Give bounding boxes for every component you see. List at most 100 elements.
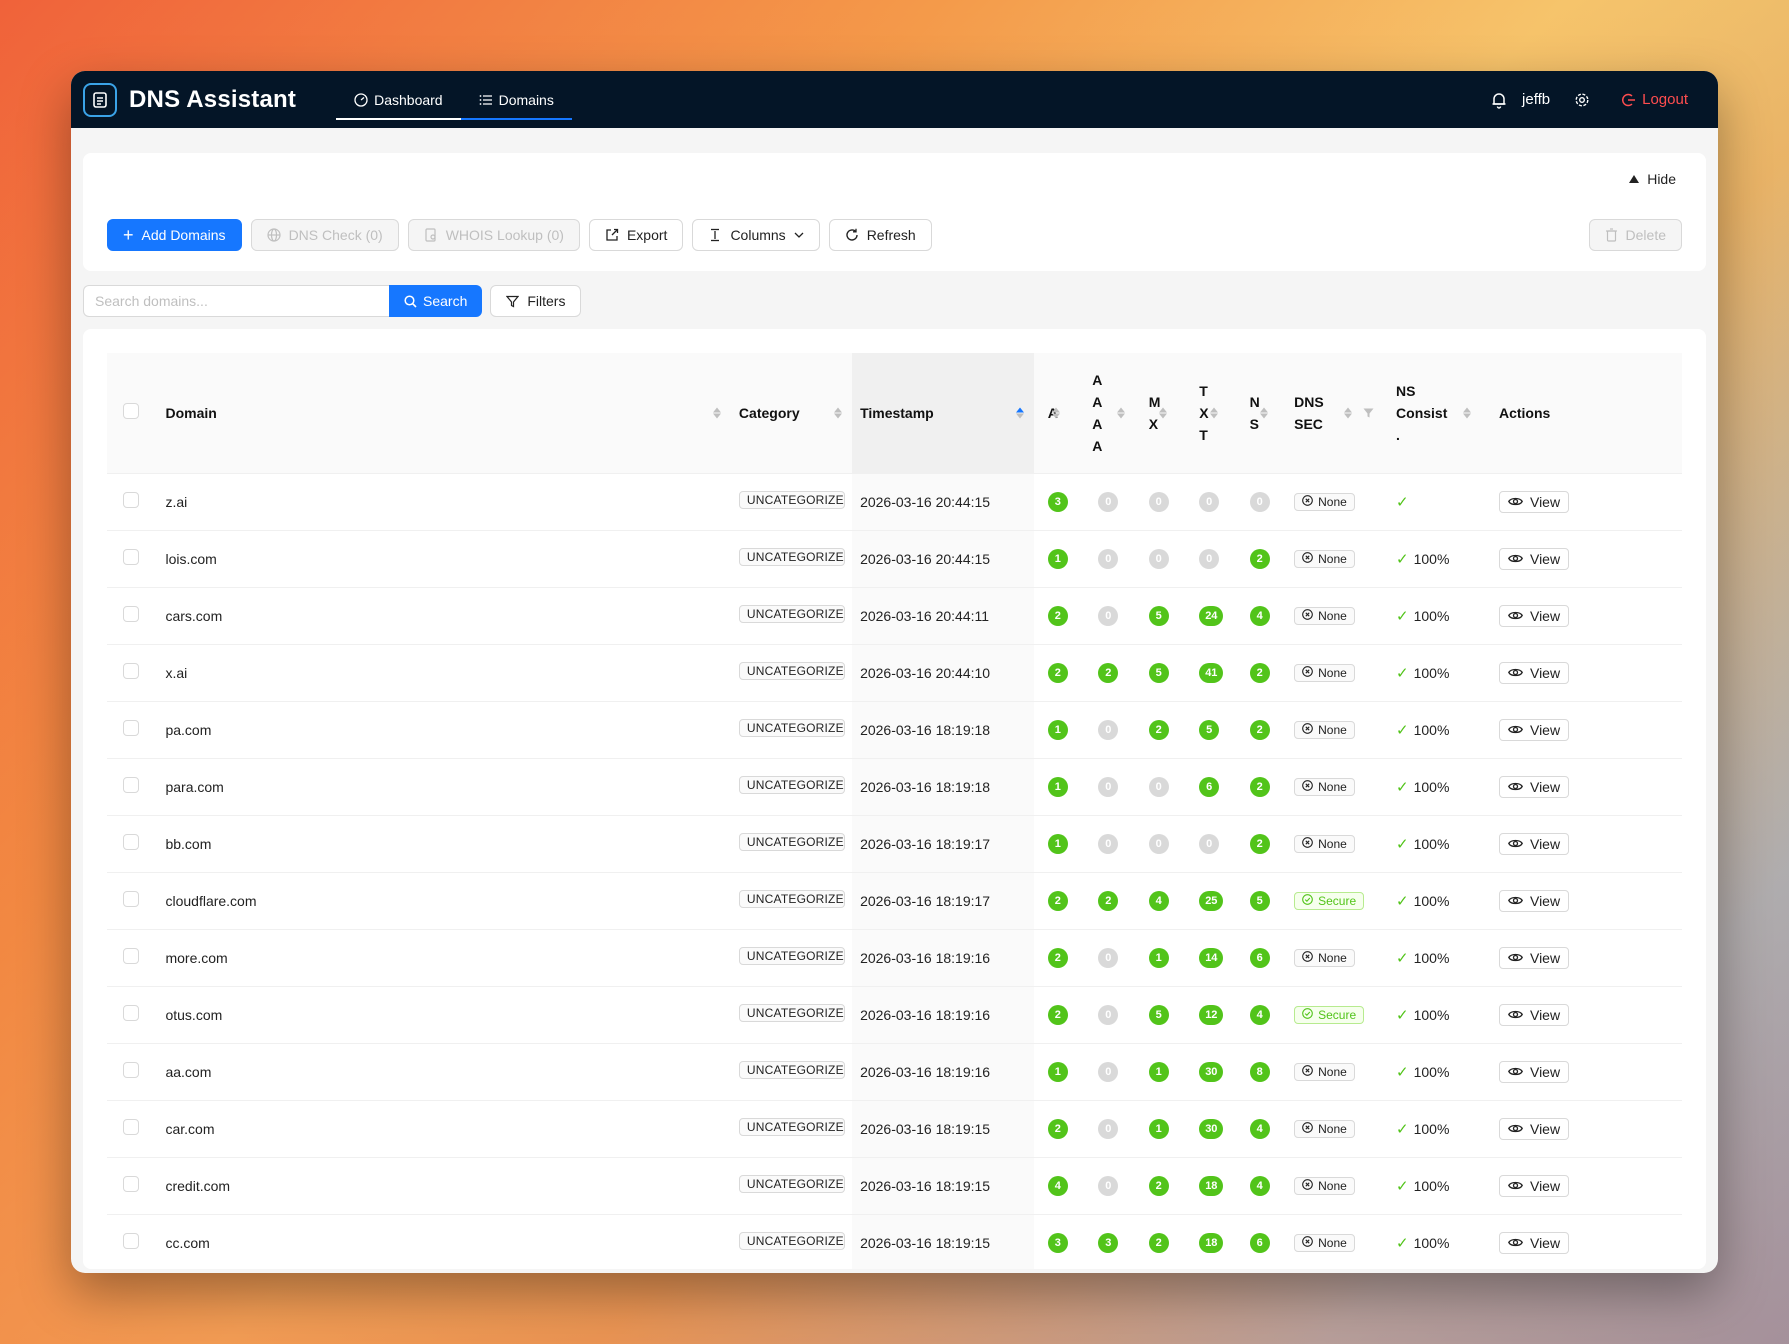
search-input[interactable]: [83, 285, 389, 317]
col-ns-consist[interactable]: NS Consist.: [1382, 353, 1483, 474]
table-row[interactable]: z.ai UNCATEGORIZED 2026-03-16 20:44:15 3 0 0 0…: [107, 473, 1682, 531]
view-button[interactable]: View: [1498, 604, 1570, 627]
delete-button[interactable]: Delete: [1588, 219, 1682, 251]
count-badge: 2: [1098, 662, 1119, 683]
row-checkbox[interactable]: [123, 549, 139, 565]
count-badge: 12: [1199, 1004, 1224, 1025]
row-checkbox[interactable]: [123, 777, 139, 793]
timestamp: 2026-03-16 20:44:15: [860, 550, 991, 567]
view-button[interactable]: View: [1498, 1174, 1570, 1197]
cell-txt: 5: [1185, 701, 1236, 759]
col-a[interactable]: A: [1033, 353, 1085, 474]
category-tag: UNCATEGORIZED: [738, 1175, 845, 1193]
cell-actions: View: [1482, 473, 1682, 531]
view-button[interactable]: View: [1498, 889, 1570, 912]
row-checkbox[interactable]: [123, 720, 139, 736]
user-area: jeffb Logout: [1490, 91, 1706, 109]
columns-button[interactable]: Columns: [692, 219, 820, 251]
count-badge: 0: [1148, 833, 1169, 854]
count-badge: 0: [1098, 605, 1119, 626]
table-row[interactable]: more.com UNCATEGORIZED 2026-03-16 18:19:16…: [107, 929, 1682, 987]
table-row[interactable]: aa.com UNCATEGORIZED 2026-03-16 18:19:16 1 0…: [107, 1043, 1682, 1101]
search-button[interactable]: Search: [389, 285, 483, 317]
count-badge: 3: [1047, 1232, 1068, 1253]
view-button[interactable]: View: [1498, 661, 1570, 684]
dashboard-icon: [354, 92, 368, 107]
nav-domains[interactable]: Domains: [460, 71, 573, 128]
dns-check-button[interactable]: DNS Check (0): [250, 219, 399, 251]
col-category-label: Category: [738, 404, 800, 421]
table-row[interactable]: cars.com UNCATEGORIZED 2026-03-16 20:44:11…: [107, 587, 1682, 645]
table-row[interactable]: pa.com UNCATEGORIZED 2026-03-16 18:19:18 1 0…: [107, 701, 1682, 759]
view-button[interactable]: View: [1498, 718, 1570, 741]
select-all-checkbox[interactable]: [123, 403, 139, 420]
col-dnssec[interactable]: DNS SEC: [1286, 353, 1383, 474]
table-row[interactable]: bb.com UNCATEGORIZED 2026-03-16 18:19:17 1 0…: [107, 815, 1682, 873]
row-checkbox[interactable]: [123, 1062, 139, 1078]
table-row[interactable]: credit.com UNCATEGORIZED 2026-03-16 18:19:…: [107, 1157, 1682, 1215]
export-button[interactable]: Export: [588, 219, 684, 251]
table-row[interactable]: para.com UNCATEGORIZED 2026-03-16 18:19:18…: [107, 758, 1682, 816]
view-button[interactable]: View: [1498, 775, 1570, 798]
table-row[interactable]: x.ai UNCATEGORIZED 2026-03-16 20:44:10 2 2 5 4…: [107, 644, 1682, 702]
table-row[interactable]: cc.com UNCATEGORIZED 2026-03-16 18:19:15 3 3…: [107, 1214, 1682, 1269]
view-button[interactable]: View: [1498, 1003, 1570, 1026]
bell-icon[interactable]: [1490, 91, 1508, 109]
view-button[interactable]: View: [1498, 1117, 1570, 1140]
cell-ns-consist: ✓ 100%: [1382, 1043, 1483, 1101]
view-button[interactable]: View: [1498, 1231, 1570, 1254]
add-domains-button[interactable]: + Add Domains: [107, 219, 242, 251]
row-checkbox[interactable]: [123, 1176, 139, 1192]
table-row[interactable]: cloudflare.com UNCATEGORIZED 2026-03-16 18…: [107, 872, 1682, 930]
count-badge: 0: [1148, 776, 1169, 797]
cell-dnssec: None: [1286, 701, 1383, 759]
timestamp: 2026-03-16 20:44:10: [860, 664, 991, 681]
view-button[interactable]: View: [1498, 547, 1570, 570]
ns-consist-value: 100%: [1413, 550, 1450, 567]
domain-name: aa.com: [165, 1063, 212, 1080]
row-checkbox[interactable]: [123, 663, 139, 679]
view-button[interactable]: View: [1498, 832, 1570, 855]
row-checkbox[interactable]: [123, 606, 139, 622]
refresh-button[interactable]: Refresh: [828, 219, 932, 251]
row-checkbox[interactable]: [123, 834, 139, 850]
nav-dashboard[interactable]: Dashboard: [336, 71, 461, 128]
col-category[interactable]: Category: [730, 353, 853, 474]
row-checkbox[interactable]: [123, 948, 139, 964]
row-checkbox[interactable]: [123, 1233, 139, 1249]
gear-icon[interactable]: [1574, 92, 1590, 108]
view-button[interactable]: View: [1498, 490, 1570, 513]
view-button[interactable]: View: [1498, 1060, 1570, 1083]
col-timestamp[interactable]: Timestamp: [852, 353, 1034, 474]
filters-button[interactable]: Filters: [490, 285, 582, 317]
whois-lookup-button[interactable]: WHOIS Lookup (0): [407, 219, 580, 251]
count-badge: 5: [1199, 719, 1220, 740]
logout-button[interactable]: Logout: [1622, 91, 1688, 108]
cell-aaaa: 0: [1084, 986, 1135, 1044]
view-button[interactable]: View: [1498, 946, 1570, 969]
check-icon: ✓: [1396, 1234, 1409, 1252]
check-circle-icon: [1302, 1007, 1313, 1022]
cell-dnssec: None: [1286, 644, 1383, 702]
row-checkbox[interactable]: [123, 1005, 139, 1021]
row-checkbox[interactable]: [123, 891, 139, 907]
row-checkbox[interactable]: [123, 492, 139, 508]
dnssec-tag: None: [1294, 777, 1355, 796]
count-badge: 0: [1098, 1118, 1119, 1139]
table-row[interactable]: car.com UNCATEGORIZED 2026-03-16 18:19:15 2…: [107, 1100, 1682, 1158]
row-checkbox[interactable]: [123, 1119, 139, 1135]
table-row[interactable]: otus.com UNCATEGORIZED 2026-03-16 18:19:16…: [107, 986, 1682, 1044]
hide-toggle[interactable]: Hide: [1629, 171, 1676, 187]
filter-icon[interactable]: [1363, 407, 1374, 418]
cell-domain: z.ai: [157, 473, 731, 531]
table-row[interactable]: lois.com UNCATEGORIZED 2026-03-16 20:44:15…: [107, 530, 1682, 588]
count-badge: 4: [1148, 890, 1169, 911]
col-domain[interactable]: Domain: [157, 353, 731, 474]
